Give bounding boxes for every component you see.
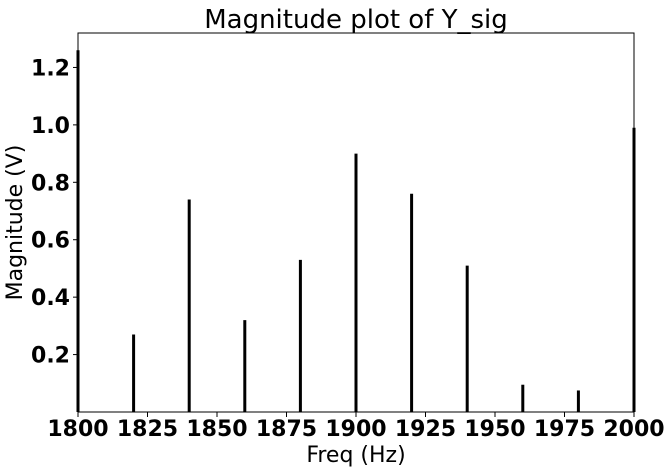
x-axis-ticks: 1800 1825 1850 1875 1900 1925 1950 1975 2000 [47,412,665,442]
x-tick-label-1975: 1975 [534,417,595,442]
y-tick-label-1.0: 1.0 [31,114,70,139]
x-tick-label-1950: 1950 [464,417,525,442]
y-axis-label: Magnitude (V) [3,145,28,301]
x-tick-label-2000: 2000 [603,417,664,442]
chart-title: Magnitude plot of Y_sig [204,5,508,35]
y-tick-label-0.4: 0.4 [31,286,70,311]
x-tick-label-1800: 1800 [47,417,108,442]
y-tick-label-0.2: 0.2 [31,344,70,369]
x-tick-label-1875: 1875 [256,417,317,442]
x-tick-label-1925: 1925 [395,417,456,442]
x-axis-label: Freq (Hz) [306,443,405,468]
y-tick-label-0.6: 0.6 [31,229,70,254]
y-tick-label-0.8: 0.8 [31,171,70,196]
stem-series [76,50,636,412]
y-tick-label-1.2: 1.2 [31,56,70,81]
x-tick-label-1850: 1850 [186,417,247,442]
x-tick-label-1900: 1900 [325,417,386,442]
x-tick-label-1825: 1825 [117,417,178,442]
y-axis-ticks: 0.2 0.4 0.6 0.8 1.0 1.2 [31,56,78,369]
